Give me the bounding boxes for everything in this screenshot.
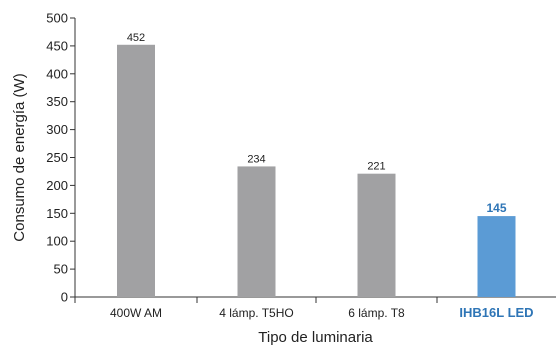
x-axis-title: Tipo de luminaria xyxy=(258,329,373,346)
y-tick-label: 450 xyxy=(46,38,68,53)
y-tick-label: 150 xyxy=(46,206,68,221)
y-axis-title: Consumo de energía (W) xyxy=(11,73,28,241)
x-category-label: 4 lámp. T5HO xyxy=(219,306,293,320)
bar-value-label: 221 xyxy=(367,161,385,173)
bar-value-label: 452 xyxy=(127,32,145,44)
bar-1 xyxy=(117,44,155,298)
y-tick-label: 350 xyxy=(46,94,68,109)
y-tick-label: 200 xyxy=(46,178,68,193)
y-tick-label: 50 xyxy=(54,262,68,277)
y-tick-label: 300 xyxy=(46,122,68,137)
bar-value-label: 234 xyxy=(247,153,265,165)
y-tick-label: 500 xyxy=(46,11,68,26)
x-category-label: 6 lámp. T8 xyxy=(348,306,405,320)
bar-value-label: 145 xyxy=(486,201,506,215)
bar-2 xyxy=(237,166,276,297)
y-tick-label: 100 xyxy=(46,234,68,249)
x-category-label: 400W AM xyxy=(110,306,162,320)
y-tick-label: 0 xyxy=(61,290,68,305)
x-category-label: IHB16L LED xyxy=(459,305,533,320)
y-tick-label: 250 xyxy=(46,150,68,165)
bar-3 xyxy=(357,173,396,297)
y-tick-label: 400 xyxy=(46,66,68,81)
bar-4 xyxy=(477,216,516,297)
